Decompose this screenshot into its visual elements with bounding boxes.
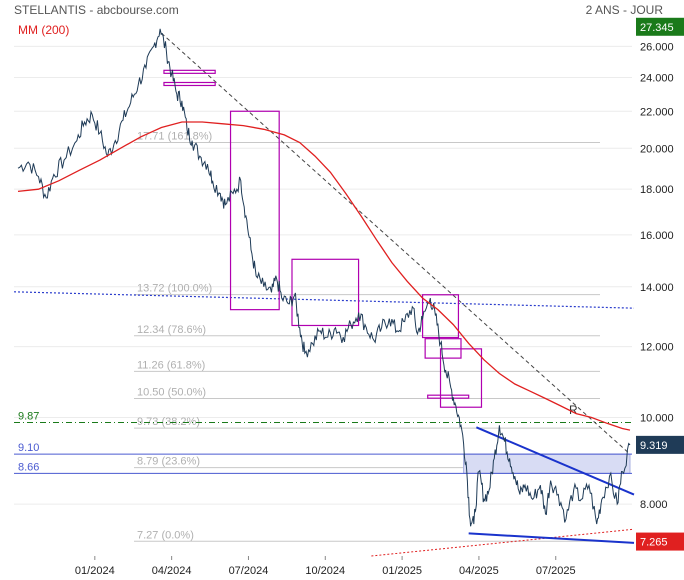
resistance-box [439,348,483,408]
y-tick-label: 26.000 [640,41,674,53]
moving-average-line [17,121,631,431]
blue-trend-bottom [468,532,635,544]
gridlines [14,45,632,505]
chart-title: STELLANTIS - abcbourse.com [14,3,179,17]
price-badge-label: 27.345 [640,22,674,34]
price-badge [636,532,684,551]
y-tick-label: 20.000 [640,143,674,155]
x-tick-label: 07/2025 [536,565,576,577]
x-tick-label: 10/2024 [305,565,345,577]
fib-level-label: 7.27 (0.0%) [137,529,194,541]
x-tick-label: 01/2025 [382,565,422,577]
x-tick-label: 01/2024 [75,565,115,577]
axes: 8.000 10.000 12.000 14.000 16.000 18.000 20.00… [75,41,674,577]
y-tick-label: 18.000 [640,184,674,196]
price-line [17,28,631,527]
horizontal-lines: 9.87 9.10 8.66 [14,411,632,474]
price-badge [636,435,684,454]
blue-trend-top [475,426,635,496]
reference-line-label: 9.87 [18,411,39,423]
y-tick-label: 24.000 [640,72,674,84]
y-tick-label: 8.000 [640,499,668,511]
y-tick-label: 12.000 [640,342,674,354]
y-tick-label: 10.000 [640,412,674,424]
resistance-box [291,258,360,327]
fib-level-label: 12.34 (78.6%) [137,324,206,336]
dotted-blue-trend-line [13,291,635,309]
fib-level-label: 11.26 (61.8%) [137,359,205,371]
price-badge-label: 7.265 [640,537,668,549]
x-tick-label: 04/2025 [459,565,499,577]
fibonacci-levels: 17.71 (161.8%) 13.72 (100.0%) 12.34 (78.6%… [134,130,600,542]
series-lines [17,28,631,527]
resistance-boxes [163,69,483,408]
price-badges: 27.345 9.319 7.265 [636,17,684,551]
ma-legend-label: MM (200) [18,23,69,37]
x-tick-label: 04/2024 [152,565,192,577]
price-badge-label: 9.319 [640,440,668,452]
trend-lines: R [13,32,635,557]
resistance-box [163,81,216,87]
price-badge [636,17,684,36]
y-tick-label: 22.000 [640,106,674,118]
reference-line-label: 9.10 [18,442,39,454]
y-tick-label: 14.000 [640,282,674,294]
y-tick-label: 16.000 [640,230,674,242]
resistance-box [163,69,216,74]
resistance-box [427,394,470,399]
fib-level-label: 10.50 (50.0%) [137,387,206,399]
fib-level-label: 9.73 (38.2%) [137,416,200,428]
reference-line-label: 8.66 [18,461,39,473]
fib-level-label: 17.71 (161.8%) [137,130,212,142]
annotation-R: R [569,403,578,417]
fib-level-label: 13.72 (100.0%) [137,283,212,295]
x-tick-label: 07/2024 [229,565,269,577]
period-label: 2 ANS - JOUR [586,3,664,17]
resistance-box [229,110,280,311]
fib-level-label: 8.79 (23.6%) [137,456,200,468]
